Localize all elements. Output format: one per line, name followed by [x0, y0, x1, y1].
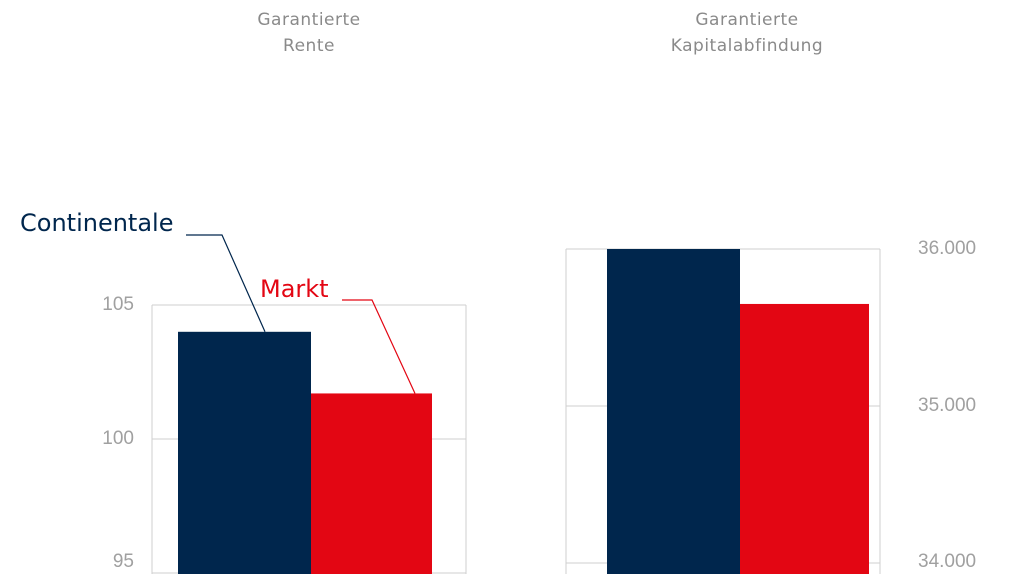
chart-title: Kapitalabfindung — [671, 36, 823, 56]
y-tick-label: 105 — [102, 294, 134, 315]
y-tick-label: 34.000 — [918, 551, 976, 572]
bar — [178, 331, 311, 574]
legend-leader — [186, 234, 266, 333]
chart-title: Garantierte — [257, 10, 360, 30]
legend-label: Continentale — [20, 209, 173, 237]
y-tick-label: 95 — [113, 551, 134, 572]
legend-label: Markt — [260, 275, 329, 303]
chart-title: Garantierte — [695, 10, 798, 30]
y-tick-label: 100 — [102, 428, 134, 449]
chart-title: Rente — [283, 36, 335, 56]
y-tick-label: 36.000 — [918, 238, 976, 259]
y-tick-label: 35.000 — [918, 395, 976, 416]
legend-leader — [342, 299, 416, 394]
bar — [740, 303, 869, 574]
bar — [311, 393, 432, 574]
bar — [607, 249, 740, 574]
